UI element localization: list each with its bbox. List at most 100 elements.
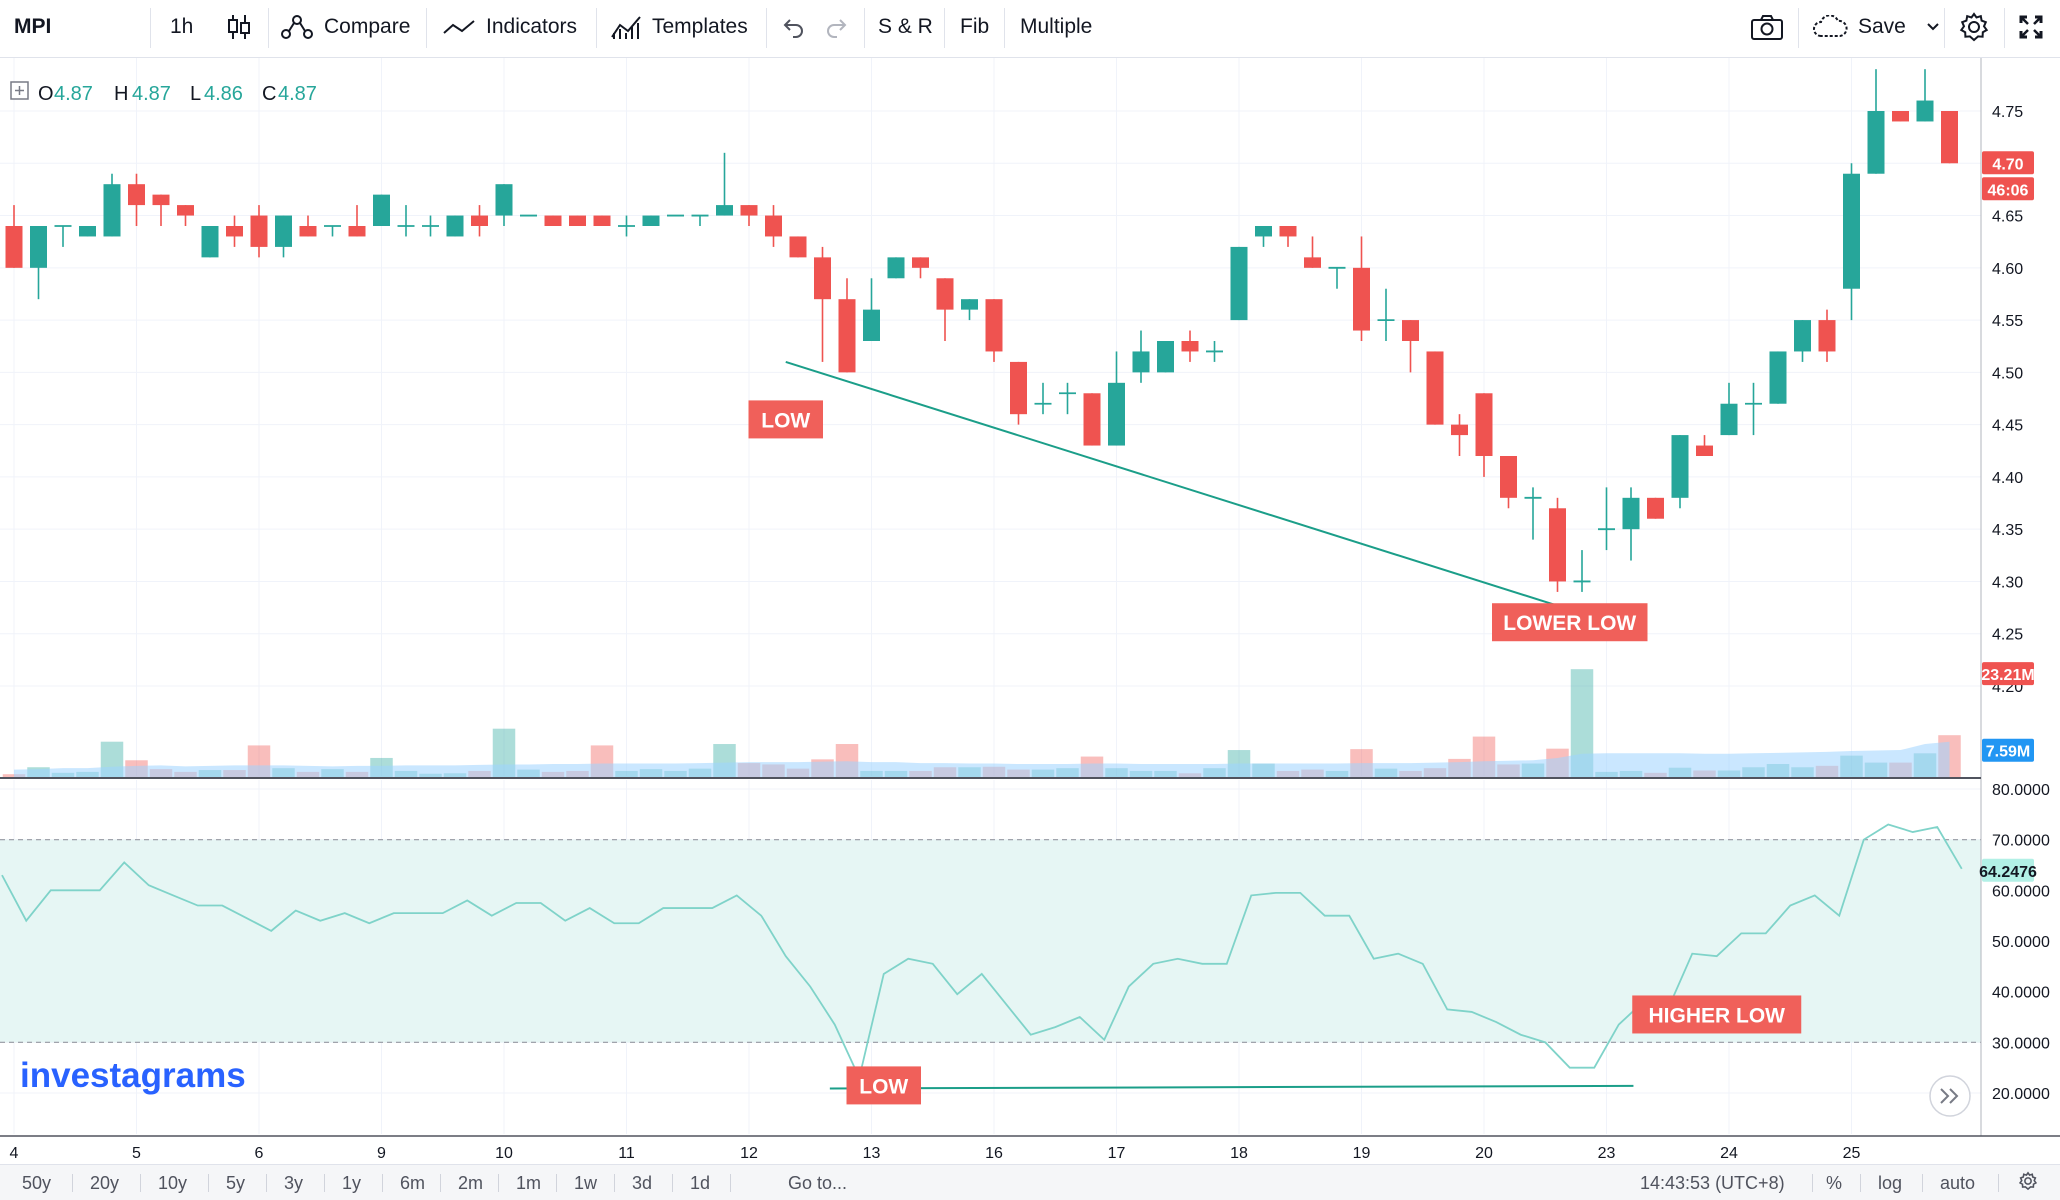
candle — [54, 225, 72, 247]
sr-button[interactable]: S & R — [878, 15, 933, 38]
save-button[interactable]: Save — [1812, 0, 1940, 54]
gear-icon — [2018, 1171, 2038, 1196]
auto-toggle[interactable]: auto — [1940, 1172, 1976, 1193]
candle-body — [936, 278, 954, 310]
candle — [1573, 550, 1591, 592]
interval-button[interactable]: 1h — [170, 15, 194, 38]
candle-body — [446, 215, 464, 237]
range-button-3d[interactable]: 3d — [632, 1172, 653, 1193]
candle — [1132, 330, 1150, 383]
candle — [1941, 111, 1958, 164]
indicators-label: Indicators — [486, 15, 578, 38]
candle — [201, 226, 219, 258]
price-tag-bg — [1982, 662, 2034, 686]
candle-body — [299, 226, 317, 237]
candle — [1034, 382, 1052, 415]
range-button-1m[interactable]: 1m — [516, 1172, 542, 1193]
bottom-settings-button[interactable] — [2018, 1165, 2038, 1200]
toolbar-divider — [1944, 8, 1945, 48]
candle — [1328, 266, 1346, 289]
candle-body — [250, 215, 268, 247]
candle-body — [1549, 508, 1566, 582]
ohlc-open: 4.87 — [54, 83, 93, 105]
save-label: Save — [1858, 15, 1906, 38]
candle-body — [471, 215, 488, 226]
bottom-divider — [614, 1174, 615, 1192]
candle — [1255, 226, 1272, 247]
templates-icon — [610, 13, 642, 41]
annotation-text: LOWER LOW — [1503, 612, 1636, 635]
bottom-divider — [440, 1174, 441, 1192]
candle — [471, 205, 488, 237]
range-button-1w[interactable]: 1w — [574, 1172, 598, 1193]
templates-button[interactable]: Templates — [610, 0, 748, 54]
candle-body — [1353, 267, 1370, 331]
undo-button[interactable] — [782, 0, 806, 54]
range-button-1d[interactable]: 1d — [690, 1172, 711, 1193]
range-button-2m[interactable]: 2m — [458, 1172, 484, 1193]
price-scale[interactable] — [1981, 58, 2060, 1136]
range-button-50y[interactable]: 50y — [22, 1172, 52, 1193]
toolbar-divider — [268, 8, 269, 48]
bottom-divider — [730, 1174, 731, 1192]
annotation-box — [1632, 995, 1802, 1034]
redo-button[interactable] — [824, 0, 848, 54]
watermark-logo: investagrams — [20, 1056, 246, 1095]
candle-body — [103, 184, 121, 237]
log-toggle[interactable]: log — [1878, 1172, 1903, 1193]
bottom-divider — [556, 1174, 557, 1192]
candle-body — [201, 226, 219, 258]
price-trendline — [785, 360, 1598, 619]
indicators-button[interactable]: Indicators — [442, 0, 577, 54]
range-button-3y[interactable]: 3y — [284, 1172, 304, 1193]
time-axis-label: 17 — [1108, 1145, 1126, 1162]
scroll-realtime-button[interactable] — [1929, 1075, 1971, 1117]
range-button-20y[interactable]: 20y — [90, 1172, 120, 1193]
time-axis-label: 4 — [10, 1145, 19, 1162]
multiple-button[interactable]: Multiple — [1020, 15, 1093, 38]
bottom-divider — [266, 1174, 267, 1192]
clock-label[interactable]: 14:43:53 (UTC+8) — [1640, 1172, 1785, 1193]
fullscreen-button[interactable] — [2018, 0, 2044, 54]
candle — [1720, 382, 1738, 436]
ohlc-o-label: O — [38, 83, 54, 105]
candle-body — [1720, 403, 1738, 436]
candle — [1426, 351, 1444, 425]
symbol-label[interactable]: MPI — [14, 15, 52, 38]
price-axis-label: 4.60 — [1992, 261, 2023, 278]
toolbar-divider — [2004, 8, 2005, 48]
candle-body — [1769, 351, 1787, 404]
chart-type-button[interactable] — [226, 0, 252, 54]
snapshot-button[interactable] — [1750, 0, 1784, 54]
legend: O 4.87 H 4.87 L 4.86 C 4.87 — [10, 81, 317, 105]
rsi-axis-label: 80.0000 — [1992, 782, 2050, 799]
time-axis-label: 18 — [1230, 1145, 1248, 1162]
range-button-6m[interactable]: 6m — [400, 1172, 426, 1193]
candle-body — [544, 215, 562, 226]
candle-body — [887, 257, 905, 279]
compare-button[interactable]: Compare — [280, 0, 410, 54]
chart-canvas[interactable]: LOW LOWER LOW LOW HIGHER LOW O 4.87 H 4.87 … — [0, 58, 2060, 1164]
candle — [1916, 69, 1934, 122]
fib-button[interactable]: Fib — [960, 15, 990, 38]
candle — [275, 215, 292, 258]
goto-button[interactable]: Go to... — [788, 1172, 848, 1193]
range-button-10y[interactable]: 10y — [158, 1172, 188, 1193]
candle-body — [1671, 435, 1689, 498]
chevron-down-icon[interactable] — [1926, 22, 1940, 32]
bottom-divider — [1922, 1174, 1923, 1192]
candle-body — [1083, 393, 1101, 446]
percent-toggle[interactable]: % — [1826, 1172, 1843, 1193]
legend-toggle[interactable] — [10, 81, 29, 100]
range-button-5y[interactable]: 5y — [226, 1172, 246, 1193]
annotation-text: LOW — [761, 409, 810, 432]
candle — [1549, 497, 1566, 592]
price-axis-label: 4.45 — [1992, 418, 2023, 435]
range-button-1y[interactable]: 1y — [342, 1172, 362, 1193]
candle — [1083, 393, 1101, 446]
candle — [226, 215, 243, 247]
candle-body — [1132, 351, 1150, 373]
settings-button[interactable] — [1958, 0, 1990, 54]
candle — [299, 215, 317, 237]
candle — [177, 205, 194, 226]
